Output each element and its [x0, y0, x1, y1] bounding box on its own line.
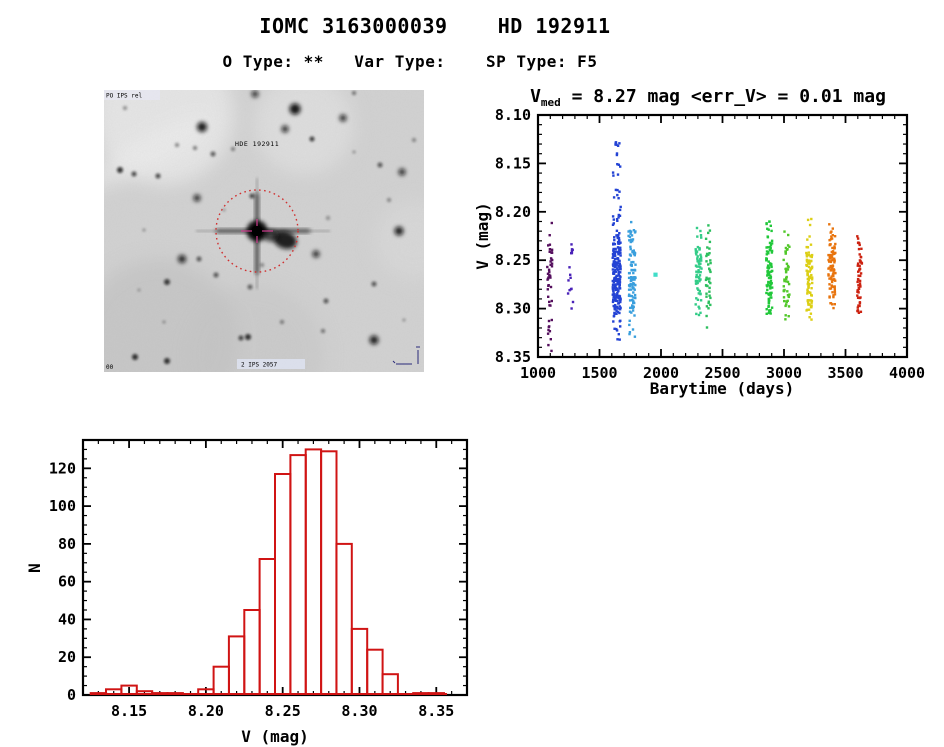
scatter-title: Vmed = 8.27 mag <err_V> = 0.01 mag	[530, 86, 886, 109]
survey-label: PO IPS rel	[106, 93, 143, 100]
svg-text:8.10: 8.10	[495, 106, 531, 124]
svg-text:120: 120	[49, 459, 76, 477]
lightcurve-scatter-plot: 1000 1500 2000 2500 3000 3500 4000 8.10 8.15 8.20…	[473, 86, 925, 398]
target-crosshair	[241, 219, 273, 243]
finding-chart-image: HDE 192911 PO IPS rel 2 IPS 2057 00	[104, 90, 424, 372]
svg-text:3000: 3000	[766, 364, 802, 382]
target-name-label: HDE 192911	[235, 140, 279, 148]
svg-text:8.35: 8.35	[495, 348, 531, 366]
svg-text:8.30: 8.30	[495, 300, 531, 318]
axes: 1000 1500 2000 2500 3000 3500 4000 8.10 8.15 8.20…	[495, 106, 925, 382]
svg-text:20: 20	[58, 648, 76, 666]
svg-text:8.35: 8.35	[418, 702, 454, 720]
svg-text:1500: 1500	[581, 364, 617, 382]
page-subtitle: O Type: ** Var Type: SP Type: F5	[222, 52, 598, 71]
svg-text:8.15: 8.15	[111, 702, 147, 720]
svg-text:0: 0	[67, 686, 76, 704]
orientation-compass	[392, 346, 420, 365]
svg-text:3500: 3500	[827, 364, 863, 382]
axes: 8.15 8.20 8.25 8.30 8.35 0 20 40 60 80 100 120	[49, 438, 469, 720]
svg-text:100: 100	[49, 497, 76, 515]
scale-label: 2 IPS 2057	[241, 362, 278, 369]
companion-star	[273, 231, 297, 249]
corner-label: 00	[106, 364, 114, 371]
svg-text:1000: 1000	[520, 364, 556, 382]
scatter-points	[546, 141, 864, 353]
svg-text:8.15: 8.15	[495, 154, 531, 172]
svg-text:4000: 4000	[889, 364, 925, 382]
svg-text:80: 80	[58, 535, 76, 553]
svg-text:2500: 2500	[704, 364, 740, 382]
target-circle	[215, 189, 299, 273]
field-stars	[117, 90, 416, 364]
svg-text:60: 60	[58, 573, 76, 591]
svg-text:40: 40	[58, 610, 76, 628]
scatter-xlabel: Barytime (days)	[650, 379, 795, 398]
svg-text:8.30: 8.30	[341, 702, 377, 720]
histogram-bars	[89, 448, 448, 696]
svg-text:8.20: 8.20	[495, 203, 531, 221]
svg-text:8.25: 8.25	[495, 251, 531, 269]
svg-text:8.20: 8.20	[188, 702, 224, 720]
hist-ylabel: N	[25, 563, 44, 573]
hist-xlabel: V (mag)	[241, 727, 308, 746]
magnitude-histogram: 8.15 8.20 8.25 8.30 8.35 0 20 40 60 80 100 120 N V (m…	[25, 438, 469, 746]
svg-text:2000: 2000	[643, 364, 679, 382]
page-title: IOMC 3163000039 HD 192911	[259, 14, 611, 38]
svg-text:8.25: 8.25	[265, 702, 301, 720]
scatter-ylabel: V (mag)	[473, 202, 492, 269]
